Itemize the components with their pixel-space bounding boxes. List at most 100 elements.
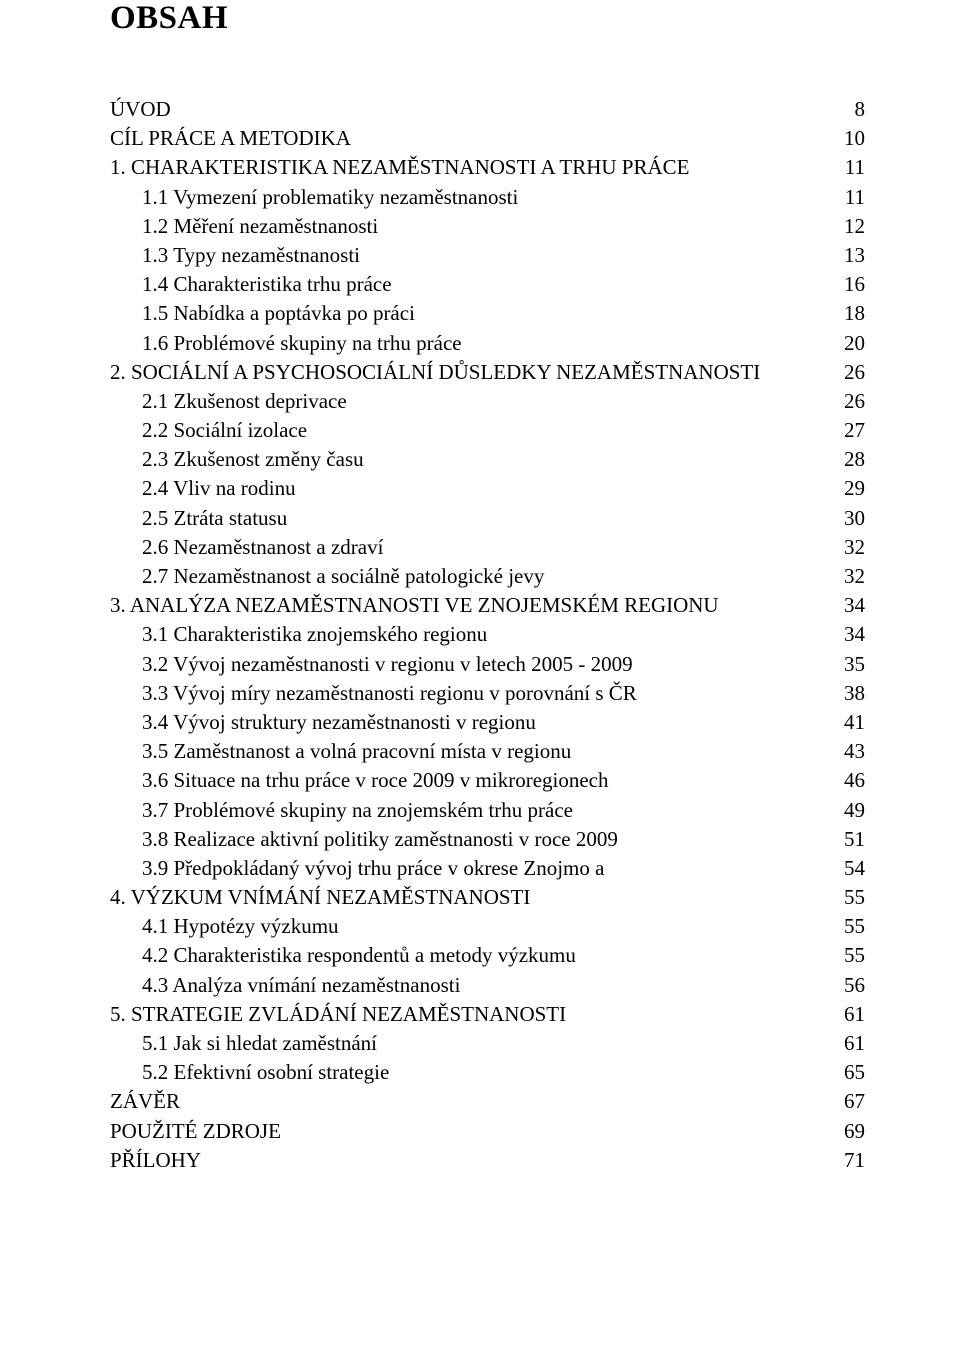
- toc-entry-label: 3.8 Realizace aktivní politiky zaměstnan…: [142, 825, 618, 854]
- toc-entry-label: 2.6 Nezaměstnanost a zdraví: [142, 533, 383, 562]
- toc-entry-page: 35: [844, 650, 865, 679]
- toc-entry-label: 4.1 Hypotézy výzkumu: [142, 912, 339, 941]
- toc-entry-page: 28: [844, 445, 865, 474]
- toc-entry-label: 4.2 Charakteristika respondentů a metody…: [142, 941, 576, 970]
- toc-entry: 1.2 Měření nezaměstnanosti 12: [110, 212, 865, 241]
- toc-entry-page: 56: [844, 971, 865, 1000]
- toc-entry-page: 26: [844, 358, 865, 387]
- toc-entry-label: 1.6 Problémové skupiny na trhu práce: [142, 329, 462, 358]
- toc-entry: PŘÍLOHY 71: [110, 1146, 865, 1175]
- toc-entry: 3.8 Realizace aktivní politiky zaměstnan…: [110, 825, 865, 854]
- toc-entry: 2.1 Zkušenost deprivace 26: [110, 387, 865, 416]
- toc-entry-page: 61: [844, 1029, 865, 1058]
- toc-entry: 3.1 Charakteristika znojemského regionu 3…: [110, 620, 865, 649]
- toc-entry-label: 2.3 Zkušenost změny času: [142, 445, 364, 474]
- toc-entry-page: 51: [844, 825, 865, 854]
- toc-entry-label: 1.1 Vymezení problematiky nezaměstnanost…: [142, 183, 518, 212]
- toc-entry-label: 1.3 Typy nezaměstnanosti: [142, 241, 360, 270]
- toc-entry: 5. STRATEGIE ZVLÁDÁNÍ NEZAMĚSTNANOSTI 61: [110, 1000, 865, 1029]
- toc-entry-page: 11: [845, 153, 865, 182]
- toc-entry-page: 43: [844, 737, 865, 766]
- toc-entry-page: 12: [844, 212, 865, 241]
- page-title: OBSAH: [110, 0, 865, 37]
- table-of-contents: ÚVOD8CÍL PRÁCE A METODIKA101. CHARAKTERI…: [110, 95, 865, 1175]
- toc-entry: 4.2 Charakteristika respondentů a metody…: [110, 941, 865, 970]
- toc-entry-page: 26: [844, 387, 865, 416]
- toc-entry-label: 1.2 Měření nezaměstnanosti: [142, 212, 378, 241]
- toc-entry: 1.1 Vymezení problematiky nezaměstnanost…: [110, 183, 865, 212]
- toc-entry: 3.4 Vývoj struktury nezaměstnanosti v re…: [110, 708, 865, 737]
- toc-entry: 2.2 Sociální izolace27: [110, 416, 865, 445]
- toc-entry: 3. ANALÝZA NEZAMĚSTNANOSTI VE ZNOJEMSKÉM…: [110, 591, 865, 620]
- toc-entry: 3.3 Vývoj míry nezaměstnanosti regionu v…: [110, 679, 865, 708]
- toc-entry-page: 8: [855, 95, 866, 124]
- toc-entry-label: ÚVOD: [110, 95, 171, 124]
- toc-entry-page: 11: [845, 183, 865, 212]
- toc-entry: 1.3 Typy nezaměstnanosti13: [110, 241, 865, 270]
- toc-entry: 1.5 Nabídka a poptávka po práci 18: [110, 299, 865, 328]
- toc-entry-label: 3.7 Problémové skupiny na znojemském trh…: [142, 796, 573, 825]
- document-page: OBSAH ÚVOD8CÍL PRÁCE A METODIKA101. CHAR…: [0, 0, 960, 1175]
- toc-entry-page: 18: [844, 299, 865, 328]
- toc-entry: 4.1 Hypotézy výzkumu 55: [110, 912, 865, 941]
- toc-entry-label: 3.6 Situace na trhu práce v roce 2009 v …: [142, 766, 609, 795]
- toc-entry-page: 34: [844, 591, 865, 620]
- toc-entry-label: 4.3 Analýza vnímání nezaměstnanosti: [142, 971, 460, 1000]
- toc-entry-page: 49: [844, 796, 865, 825]
- toc-entry-label: 2. SOCIÁLNÍ A PSYCHOSOCIÁLNÍ DŮSLEDKY NE…: [110, 358, 760, 387]
- toc-entry-page: 69: [844, 1117, 865, 1146]
- toc-entry-label: 5. STRATEGIE ZVLÁDÁNÍ NEZAMĚSTNANOSTI: [110, 1000, 566, 1029]
- toc-entry-page: 65: [844, 1058, 865, 1087]
- toc-entry: 5.2 Efektivní osobní strategie 65: [110, 1058, 865, 1087]
- toc-entry-label: 3.3 Vývoj míry nezaměstnanosti regionu v…: [142, 679, 637, 708]
- toc-entry-label: 2.4 Vliv na rodinu: [142, 474, 296, 503]
- toc-entry: 2.4 Vliv na rodinu 29: [110, 474, 865, 503]
- toc-entry: POUŽITÉ ZDROJE 69: [110, 1117, 865, 1146]
- toc-entry: 3.6 Situace na trhu práce v roce 2009 v …: [110, 766, 865, 795]
- toc-entry-label: 3.9 Předpokládaný vývoj trhu práce v okr…: [142, 854, 604, 883]
- toc-entry-label: 2.2 Sociální izolace: [142, 416, 307, 445]
- toc-entry: 1.6 Problémové skupiny na trhu práce 20: [110, 329, 865, 358]
- toc-entry-page: 54: [844, 854, 865, 883]
- toc-entry-page: 46: [844, 766, 865, 795]
- toc-entry-page: 71: [844, 1146, 865, 1175]
- toc-entry-label: 5.2 Efektivní osobní strategie: [142, 1058, 389, 1087]
- toc-entry-label: 2.7 Nezaměstnanost a sociálně patologick…: [142, 562, 544, 591]
- toc-entry-page: 20: [844, 329, 865, 358]
- toc-entry-page: 67: [844, 1087, 865, 1116]
- toc-entry: 4. VÝZKUM VNÍMÁNÍ NEZAMĚSTNANOSTI 55: [110, 883, 865, 912]
- toc-entry-label: POUŽITÉ ZDROJE: [110, 1117, 281, 1146]
- toc-entry: CÍL PRÁCE A METODIKA10: [110, 124, 865, 153]
- toc-entry-page: 55: [844, 883, 865, 912]
- toc-entry-label: 1.5 Nabídka a poptávka po práci: [142, 299, 415, 328]
- toc-entry-label: 3.5 Zaměstnanost a volná pracovní místa …: [142, 737, 571, 766]
- toc-entry: 3.5 Zaměstnanost a volná pracovní místa …: [110, 737, 865, 766]
- toc-entry-label: 3. ANALÝZA NEZAMĚSTNANOSTI VE ZNOJEMSKÉM…: [110, 591, 719, 620]
- toc-entry: 2.6 Nezaměstnanost a zdraví 32: [110, 533, 865, 562]
- toc-entry-page: 55: [844, 912, 865, 941]
- toc-entry: 5.1 Jak si hledat zaměstnání61: [110, 1029, 865, 1058]
- toc-entry: ZÁVĚR67: [110, 1087, 865, 1116]
- toc-entry-page: 55: [844, 941, 865, 970]
- toc-entry-page: 41: [844, 708, 865, 737]
- toc-entry-page: 34: [844, 620, 865, 649]
- toc-entry-page: 29: [844, 474, 865, 503]
- toc-entry-label: 2.1 Zkušenost deprivace: [142, 387, 347, 416]
- toc-entry-page: 38: [844, 679, 865, 708]
- toc-entry-page: 30: [844, 504, 865, 533]
- toc-entry-page: 61: [844, 1000, 865, 1029]
- toc-entry: 2. SOCIÁLNÍ A PSYCHOSOCIÁLNÍ DŮSLEDKY NE…: [110, 358, 865, 387]
- toc-entry-label: 3.4 Vývoj struktury nezaměstnanosti v re…: [142, 708, 536, 737]
- toc-entry-label: 2.5 Ztráta statusu: [142, 504, 287, 533]
- toc-entry-label: 4. VÝZKUM VNÍMÁNÍ NEZAMĚSTNANOSTI: [110, 883, 530, 912]
- toc-entry-page: 32: [844, 533, 865, 562]
- toc-entry: 3.2 Vývoj nezaměstnanosti v regionu v le…: [110, 650, 865, 679]
- toc-entry: 4.3 Analýza vnímání nezaměstnanosti 56: [110, 971, 865, 1000]
- toc-entry-page: 32: [844, 562, 865, 591]
- toc-entry: 2.3 Zkušenost změny času 28: [110, 445, 865, 474]
- toc-entry-label: PŘÍLOHY: [110, 1146, 201, 1175]
- toc-entry: 2.5 Ztráta statusu 30: [110, 504, 865, 533]
- toc-entry-label: 3.1 Charakteristika znojemského regionu: [142, 620, 487, 649]
- toc-entry-label: 3.2 Vývoj nezaměstnanosti v regionu v le…: [142, 650, 633, 679]
- toc-entry: 2.7 Nezaměstnanost a sociálně patologick…: [110, 562, 865, 591]
